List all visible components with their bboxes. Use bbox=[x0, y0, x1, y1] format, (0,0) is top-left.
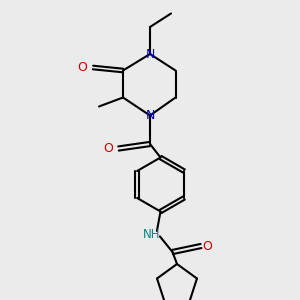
Text: N: N bbox=[145, 109, 155, 122]
Text: O: O bbox=[103, 142, 113, 155]
Text: NH: NH bbox=[143, 227, 160, 241]
Text: O: O bbox=[78, 61, 88, 74]
Text: O: O bbox=[202, 239, 212, 253]
Text: N: N bbox=[145, 47, 155, 61]
